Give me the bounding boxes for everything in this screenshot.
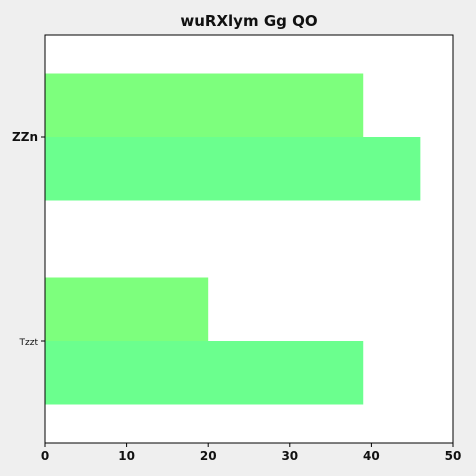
bar-tzzt-series-2 (45, 341, 364, 405)
x-axis: 0 10 20 30 40 50 (41, 443, 462, 463)
y-category-label: ZZn (12, 130, 38, 144)
plot-border (44, 34, 454, 444)
x-tick-label: 20 (200, 449, 217, 463)
x-tick-label: 50 (445, 449, 462, 463)
bar-tzzt-series-1 (45, 277, 209, 341)
x-tick-label: 0 (41, 449, 49, 463)
y-category-label: Tzzt (19, 338, 39, 348)
bar-zzn-series-2 (45, 137, 421, 201)
bars-group (44, 34, 454, 444)
y-axis: ZZn Tzzt (12, 130, 45, 348)
chart-title: wuRXlym Gg QO (180, 12, 317, 30)
x-tick-label: 30 (281, 449, 298, 463)
x-tick-label: 10 (118, 449, 135, 463)
x-tick-label: 40 (363, 449, 380, 463)
bar-zzn-series-1 (45, 73, 364, 137)
